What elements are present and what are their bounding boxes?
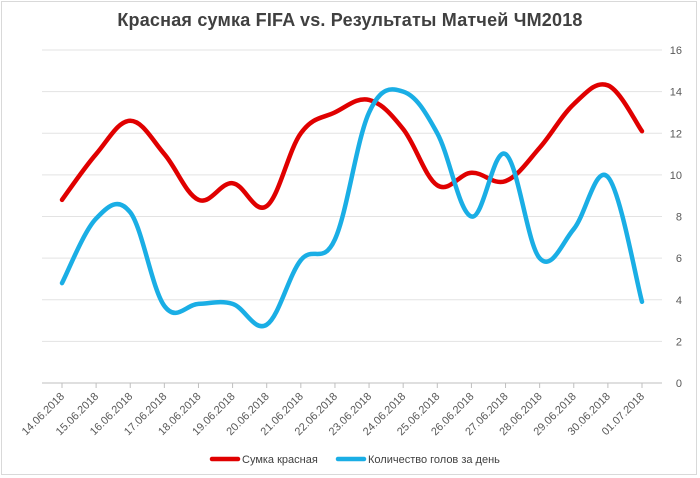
legend-label-1: Сумка красная bbox=[242, 454, 318, 466]
y-tick-label: 6 bbox=[676, 253, 682, 265]
series-line-2 bbox=[59, 87, 645, 329]
y-tick-label: 0 bbox=[676, 378, 682, 390]
legend: Сумка красная Количество голов за день bbox=[209, 454, 500, 466]
gridlines bbox=[42, 49, 662, 384]
y-tick-label: 8 bbox=[676, 212, 682, 224]
y-tick-label: 16 bbox=[670, 45, 682, 57]
chart-title: Красная сумка FIFA vs. Результаты Матчей… bbox=[117, 10, 583, 30]
y-tick-label: 2 bbox=[676, 336, 682, 348]
series-line-1 bbox=[59, 82, 645, 210]
x-axis-ticks: 14.06.201815.06.201816.06.201817.06.2018… bbox=[20, 383, 647, 438]
y-tick-label: 4 bbox=[676, 295, 682, 307]
series-lines bbox=[59, 82, 645, 329]
y-tick-label: 14 bbox=[670, 87, 682, 99]
legend-label-2: Количество голов за день bbox=[368, 454, 500, 466]
y-tick-label: 12 bbox=[670, 128, 682, 140]
y-tick-label: 10 bbox=[670, 170, 682, 182]
y-axis-ticks: 0 2 4 6 8 10 12 14 16 bbox=[670, 45, 682, 390]
